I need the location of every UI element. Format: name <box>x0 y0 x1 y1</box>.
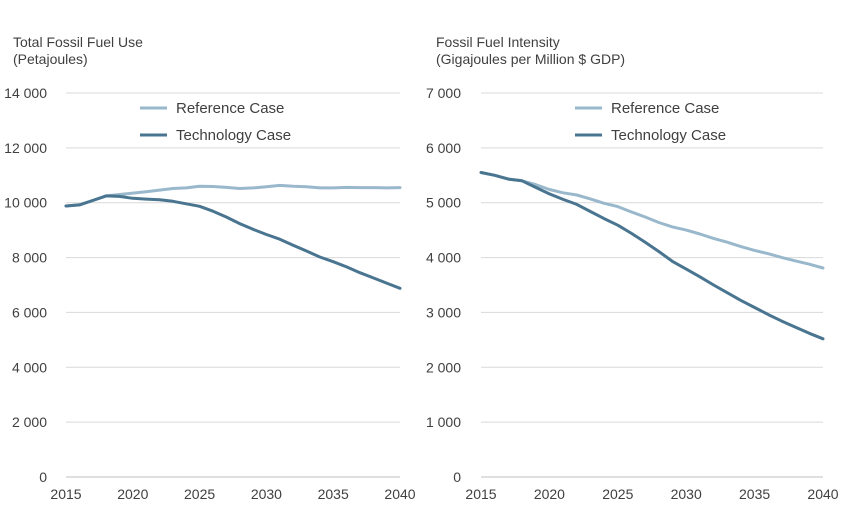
y-tick-label: 6 000 <box>12 304 47 320</box>
y-tick-label: 12 000 <box>4 140 47 156</box>
y-tick-label: 0 <box>453 469 461 485</box>
x-tick-label: 2035 <box>739 486 770 502</box>
chart-title-main: Total Fossil Fuel Use <box>13 34 143 50</box>
y-tick-label: 1 000 <box>426 414 461 430</box>
x-tick-label: 2035 <box>318 486 349 502</box>
chart-title-units: (Gigajoules per Million $ GDP) <box>436 51 626 67</box>
x-tick-label: 2030 <box>251 486 282 502</box>
y-tick-label: 5 000 <box>426 195 461 211</box>
y-tick-label: 4 000 <box>426 250 461 266</box>
legend-label-reference: Reference Case <box>176 100 284 117</box>
legend-label-technology: Technology Case <box>176 127 291 144</box>
y-tick-label: 7 000 <box>426 85 461 101</box>
x-tick-label: 2015 <box>50 486 81 502</box>
y-tick-label: 3 000 <box>426 304 461 320</box>
x-tick-label: 2020 <box>534 486 565 502</box>
x-tick-label: 2025 <box>602 486 633 502</box>
y-tick-label: 14 000 <box>4 85 47 101</box>
chart-title: Fossil Fuel Intensity (Gigajoules per Mi… <box>436 34 625 68</box>
series-line-reference <box>479 171 825 270</box>
x-tick-label: 2020 <box>117 486 148 502</box>
y-tick-label: 2 000 <box>426 359 461 375</box>
series-line-reference <box>64 183 402 208</box>
chart-title-main: Fossil Fuel Intensity <box>436 34 560 50</box>
y-tick-label: 10 000 <box>4 195 47 211</box>
y-tick-label: 8 000 <box>12 250 47 266</box>
legend: Reference Case Technology Case <box>140 100 291 144</box>
y-tick-label: 0 <box>39 469 47 485</box>
y-tick-label: 6 000 <box>426 140 461 156</box>
x-tick-label: 2015 <box>465 486 496 502</box>
y-tick-label: 2 000 <box>12 414 47 430</box>
x-tick-label: 2040 <box>807 486 838 502</box>
legend-label-technology: Technology Case <box>611 127 726 144</box>
line-chart-total-fossil-fuel-use: 0 2 000 4 000 6 000 8 000 10 000 12 000 14 000 2… <box>4 85 416 502</box>
series-line-technology <box>64 194 402 290</box>
legend: Reference Case Technology Case <box>575 100 726 144</box>
legend-label-reference: Reference Case <box>611 100 719 117</box>
x-tick-label: 2025 <box>184 486 215 502</box>
series-line-technology <box>479 171 825 341</box>
x-tick-label: 2030 <box>671 486 702 502</box>
x-tick-label: 2040 <box>384 486 415 502</box>
chart-title: Total Fossil Fuel Use (Petajoules) <box>13 34 143 68</box>
y-tick-label: 4 000 <box>12 359 47 375</box>
chart-title-units: (Petajoules) <box>13 51 88 67</box>
line-chart-fossil-fuel-intensity: 0 1 000 2 000 3 000 4 000 5 000 6 000 7 000 2015… <box>426 85 839 502</box>
chart-panel-total-fossil-fuel-use: Total Fossil Fuel Use (Petajoules) 0 2 00… <box>4 34 416 502</box>
chart-panel-fossil-fuel-intensity: Fossil Fuel Intensity (Gigajoules per Mi… <box>423 0 846 520</box>
